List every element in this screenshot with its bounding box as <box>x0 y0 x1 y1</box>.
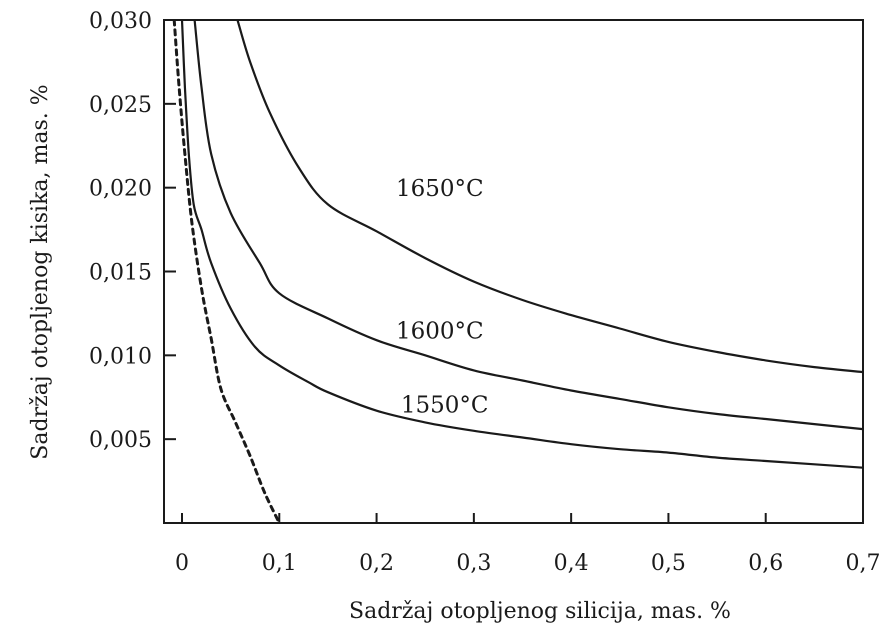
x-tick-label-4: 0,4 <box>554 551 589 576</box>
y-tick-label-0: 0,005 <box>89 428 152 453</box>
plot-frame <box>163 19 864 524</box>
x-tick-label-0: 0 <box>175 551 189 576</box>
series-line-1600C <box>193 20 863 431</box>
series-layer <box>172 20 863 523</box>
curve-label-1550C: 1550°C <box>401 392 489 418</box>
y-tick-label-3: 0,020 <box>89 177 152 202</box>
series-line-1650C <box>236 20 863 374</box>
x-tick-label-1: 0,1 <box>262 551 297 576</box>
x-axis-title: Sadržaj otopljenog silicija, mas. % <box>349 599 731 624</box>
y-tick-label-1: 0,010 <box>89 344 152 369</box>
x-tick-label-7: 0,7 <box>846 551 881 576</box>
series-line-1550C <box>180 20 863 469</box>
x-tick-label-3: 0,3 <box>456 551 491 576</box>
y-axis-title: Sadržaj otopljenog kisika, mas. % <box>28 84 53 459</box>
x-tick-label-6: 0,6 <box>748 551 783 576</box>
curve-labels: 1650°C 1600°C 1550°C <box>396 176 489 418</box>
y-tick-label-4: 0,025 <box>89 93 152 118</box>
curve-label-1650C: 1650°C <box>396 176 484 202</box>
y-tick-label-5: 0,030 <box>89 9 152 34</box>
y-tick-label-2: 0,015 <box>89 261 152 286</box>
x-tick-label-2: 0,2 <box>359 551 394 576</box>
series-line-dashed <box>172 20 281 523</box>
y-axis-ticks: 0,005 0,010 0,015 0,020 0,025 0,030 <box>89 9 176 453</box>
curve-label-1600C: 1600°C <box>396 319 484 345</box>
x-tick-label-5: 0,5 <box>651 551 686 576</box>
x-axis-ticks: 0 0,1 0,2 0,3 0,4 0,5 0,6 0,7 <box>175 513 881 576</box>
